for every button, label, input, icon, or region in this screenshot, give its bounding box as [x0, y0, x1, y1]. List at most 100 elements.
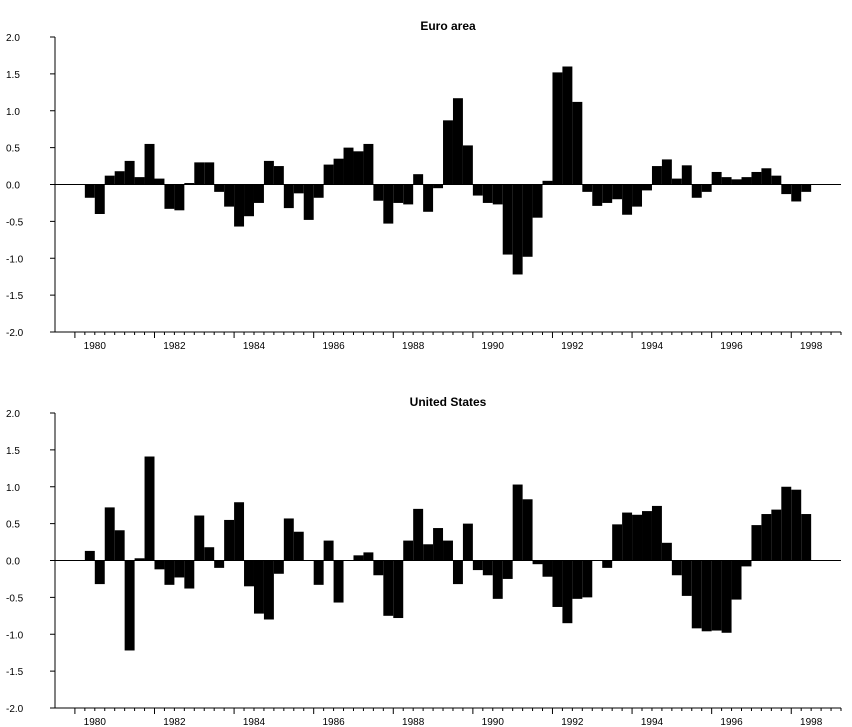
- euro-area-panel: Euro area -2.0 -1.5 -1.0 -0.5 0.0 0.5 1.0 1.5 2.0…: [6, 19, 842, 352]
- bar: [721, 177, 732, 185]
- bar: [741, 560, 752, 567]
- bar: [94, 184, 105, 214]
- bar: [114, 530, 125, 561]
- bar: [244, 560, 254, 587]
- bar: [502, 184, 513, 255]
- bar: [154, 178, 165, 185]
- chart-title: Euro area: [420, 19, 476, 33]
- bar: [542, 560, 553, 577]
- bar: [651, 505, 662, 561]
- bar: [612, 184, 623, 200]
- bar: [572, 101, 583, 185]
- bar: [761, 168, 772, 185]
- bar: [114, 171, 125, 185]
- bar: [691, 560, 702, 629]
- bar: [433, 184, 444, 189]
- bar: [283, 184, 294, 209]
- bar: [363, 552, 374, 561]
- bar: [791, 489, 802, 561]
- bar: [273, 166, 284, 185]
- x-tick-label: 1988: [402, 717, 425, 727]
- bar: [651, 166, 662, 185]
- bar: [224, 519, 235, 561]
- bar: [393, 560, 404, 619]
- bar: [771, 509, 782, 561]
- x-tick-label: 1988: [402, 341, 425, 352]
- y-tick-label: -1.5: [6, 291, 24, 302]
- bar: [482, 184, 493, 203]
- bar: [84, 184, 95, 198]
- bar: [751, 525, 762, 561]
- x-tick-label: 1994: [641, 341, 664, 352]
- bar: [104, 507, 115, 561]
- bar: [164, 184, 175, 209]
- bar: [582, 560, 593, 598]
- bar: [781, 486, 792, 561]
- bar: [383, 184, 394, 224]
- bar: [472, 560, 483, 571]
- bar: [253, 560, 264, 614]
- bar: [552, 560, 563, 607]
- x-tick-label: 1980: [84, 341, 107, 352]
- bar: [134, 177, 145, 185]
- bar: [661, 542, 672, 561]
- bar: [144, 456, 155, 561]
- bar: [383, 560, 394, 616]
- bar: [642, 184, 652, 191]
- y-tick-label: -1.0: [6, 254, 24, 265]
- bar: [771, 175, 782, 185]
- x-tick-label: 1986: [322, 341, 345, 352]
- bar: [234, 184, 245, 227]
- y-tick-label: 1.0: [6, 107, 20, 118]
- bar: [532, 560, 543, 565]
- bar: [403, 540, 414, 561]
- x-tick-label: 1990: [482, 717, 505, 727]
- y-tick-label: 1.0: [6, 483, 20, 494]
- bar: [452, 560, 463, 585]
- chart-title: United States: [410, 395, 487, 409]
- bar: [622, 184, 633, 215]
- bar: [413, 174, 424, 185]
- bar: [174, 560, 185, 578]
- bar: [124, 160, 135, 185]
- bar: [731, 560, 742, 600]
- bar: [522, 184, 533, 257]
- bar: [562, 66, 573, 185]
- bar: [144, 143, 155, 185]
- bar: [433, 528, 444, 561]
- bar: [244, 184, 254, 217]
- bar: [482, 560, 493, 576]
- bar: [671, 560, 682, 576]
- bar: [781, 184, 792, 195]
- bar: [612, 524, 623, 561]
- x-tick-label: 1980: [84, 717, 107, 727]
- bar: [671, 178, 682, 185]
- y-tick-label: -1.0: [6, 630, 24, 641]
- bar: [542, 180, 553, 185]
- bar: [214, 560, 225, 568]
- bar: [423, 184, 434, 212]
- bar: [184, 560, 195, 589]
- x-tick-label: 1990: [482, 341, 505, 352]
- bar: [731, 179, 742, 185]
- x-tick-label: 1994: [641, 717, 664, 727]
- bar: [632, 184, 643, 207]
- bar: [711, 560, 722, 631]
- x-tick-label: 1998: [800, 717, 823, 727]
- bar: [84, 550, 95, 561]
- bar: [323, 540, 334, 561]
- bar: [303, 184, 314, 220]
- bar: [602, 184, 613, 203]
- y-tick-label: -0.5: [6, 217, 24, 228]
- bar: [443, 120, 453, 185]
- bar: [194, 515, 205, 561]
- bar: [164, 560, 175, 585]
- bar: [462, 145, 473, 185]
- x-tick-label: 1992: [561, 341, 584, 352]
- bar: [622, 512, 633, 561]
- bar: [761, 514, 772, 561]
- bar: [134, 558, 145, 561]
- bar: [253, 184, 264, 203]
- bar: [602, 560, 613, 568]
